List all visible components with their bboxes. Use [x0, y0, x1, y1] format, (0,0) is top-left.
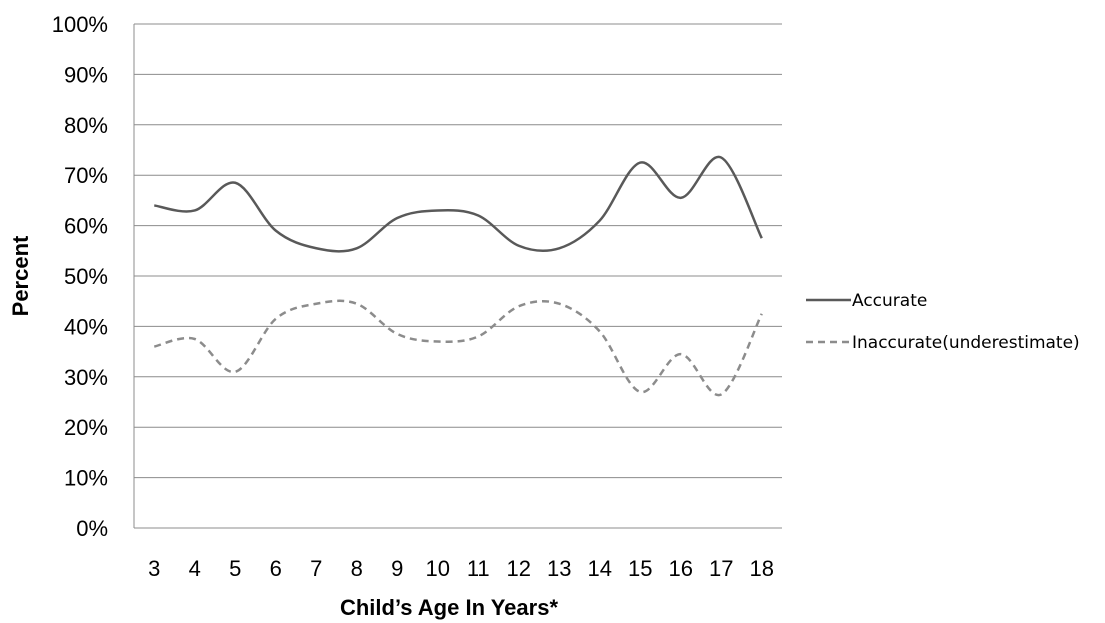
- x-tick-labels: 3 4 5 6 7 8 9 10 11 12 13 14 15 16 17 18: [148, 556, 774, 581]
- series-line-inaccurate: [153, 299, 763, 397]
- x-tick-label: 14: [588, 556, 612, 581]
- y-tick-label: 30%: [64, 365, 108, 390]
- x-tick-label: 7: [310, 556, 322, 581]
- gridlines: [133, 23, 782, 528]
- y-tick-label: 90%: [64, 62, 108, 87]
- y-tick-label: 60%: [64, 214, 108, 239]
- legend-label-accurate: Accurate: [852, 291, 927, 311]
- series-lines: [153, 155, 763, 397]
- y-tick-label: 50%: [64, 264, 108, 289]
- y-tick-labels: 0% 10% 20% 30% 40% 50% 60% 70% 80% 90% 100%: [52, 12, 108, 541]
- y-tick-label: 100%: [52, 12, 108, 37]
- x-tick-label: 18: [750, 556, 774, 581]
- x-tick-label: 3: [148, 556, 160, 581]
- x-tick-label: 4: [189, 556, 201, 581]
- y-tick-label: 0%: [76, 516, 108, 541]
- x-tick-label: 16: [669, 556, 693, 581]
- x-tick-label: 8: [351, 556, 363, 581]
- y-tick-label: 70%: [64, 163, 108, 188]
- legend-label-inaccurate: Inaccurate(underestimate): [852, 333, 1080, 353]
- x-tick-label: 11: [467, 556, 490, 581]
- x-axis-title: Child’s Age In Years*: [340, 595, 558, 620]
- y-axis-title: Percent: [8, 235, 33, 316]
- x-tick-label: 13: [547, 556, 571, 581]
- y-tick-label: 40%: [64, 314, 108, 339]
- x-tick-label: 15: [628, 556, 652, 581]
- legend: Accurate Inaccurate(underestimate): [806, 291, 1080, 353]
- y-tick-label: 10%: [64, 466, 108, 491]
- series-line-accurate: [154, 155, 763, 253]
- x-tick-label: 12: [507, 556, 531, 581]
- x-tick-label: 9: [391, 556, 403, 581]
- x-tick-label: 5: [229, 556, 241, 581]
- y-tick-label: 80%: [64, 113, 108, 138]
- x-tick-label: 10: [426, 556, 450, 581]
- x-tick-label: 17: [709, 556, 733, 581]
- y-tick-label: 20%: [64, 415, 108, 440]
- x-tick-label: 6: [270, 556, 282, 581]
